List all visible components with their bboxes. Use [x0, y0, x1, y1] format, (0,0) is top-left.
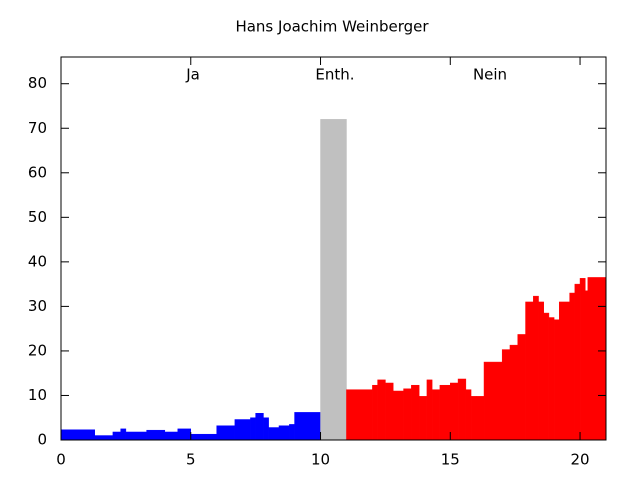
y-tick-label: 40	[28, 252, 47, 270]
step	[450, 382, 459, 441]
step	[533, 295, 539, 441]
step	[255, 413, 264, 441]
step	[569, 292, 576, 441]
step	[553, 319, 560, 441]
step	[543, 312, 550, 441]
step	[418, 396, 428, 441]
step	[587, 277, 607, 441]
plot-frame	[60, 56, 607, 441]
step	[525, 301, 534, 441]
step	[385, 382, 394, 441]
step	[517, 334, 526, 441]
step	[411, 384, 420, 441]
step	[289, 424, 295, 441]
step	[403, 388, 412, 441]
x-tick-label: 10	[311, 451, 330, 469]
y-tick-label: 30	[28, 297, 47, 315]
step	[465, 389, 472, 441]
step	[483, 361, 503, 441]
step	[426, 379, 433, 441]
step	[177, 428, 192, 441]
step	[377, 379, 386, 441]
step	[234, 419, 251, 441]
step	[60, 429, 95, 441]
step	[263, 417, 269, 441]
step	[112, 431, 121, 441]
step	[190, 433, 217, 441]
chart-title: Hans Joachim Weinberger	[235, 18, 429, 36]
y-tick-label: 70	[28, 119, 47, 137]
step	[268, 427, 280, 441]
step	[475, 396, 485, 441]
series-label: Ja	[185, 66, 200, 84]
step	[470, 396, 477, 441]
step	[457, 378, 467, 441]
step	[501, 349, 511, 441]
step	[94, 435, 114, 441]
step	[346, 389, 373, 441]
step	[509, 344, 519, 441]
step	[559, 301, 570, 441]
series-label: Nein	[473, 66, 507, 84]
y-tick-label: 60	[28, 163, 47, 181]
step	[574, 283, 581, 441]
step	[125, 431, 147, 441]
series-label: Enth.	[315, 66, 354, 84]
step	[164, 431, 179, 441]
step	[278, 425, 290, 441]
step	[538, 301, 544, 441]
step	[431, 389, 441, 441]
step	[372, 384, 378, 441]
x-tick-label: 0	[56, 451, 66, 469]
y-tick-label: 10	[28, 386, 47, 404]
x-tick-label: 5	[186, 451, 196, 469]
step	[120, 428, 127, 441]
step	[294, 412, 321, 441]
step	[250, 417, 256, 441]
step	[320, 119, 347, 441]
step	[392, 390, 404, 441]
step	[579, 278, 586, 441]
y-tick-label: 80	[28, 74, 47, 92]
step	[216, 425, 236, 441]
step	[584, 290, 589, 441]
step	[548, 317, 555, 441]
y-tick-label: 0	[37, 431, 47, 449]
step	[439, 384, 451, 441]
x-tick-label: 20	[571, 451, 590, 469]
x-tick-label: 15	[441, 451, 460, 469]
step	[146, 429, 166, 441]
y-tick-label: 50	[28, 208, 47, 226]
y-tick-label: 20	[28, 341, 47, 359]
